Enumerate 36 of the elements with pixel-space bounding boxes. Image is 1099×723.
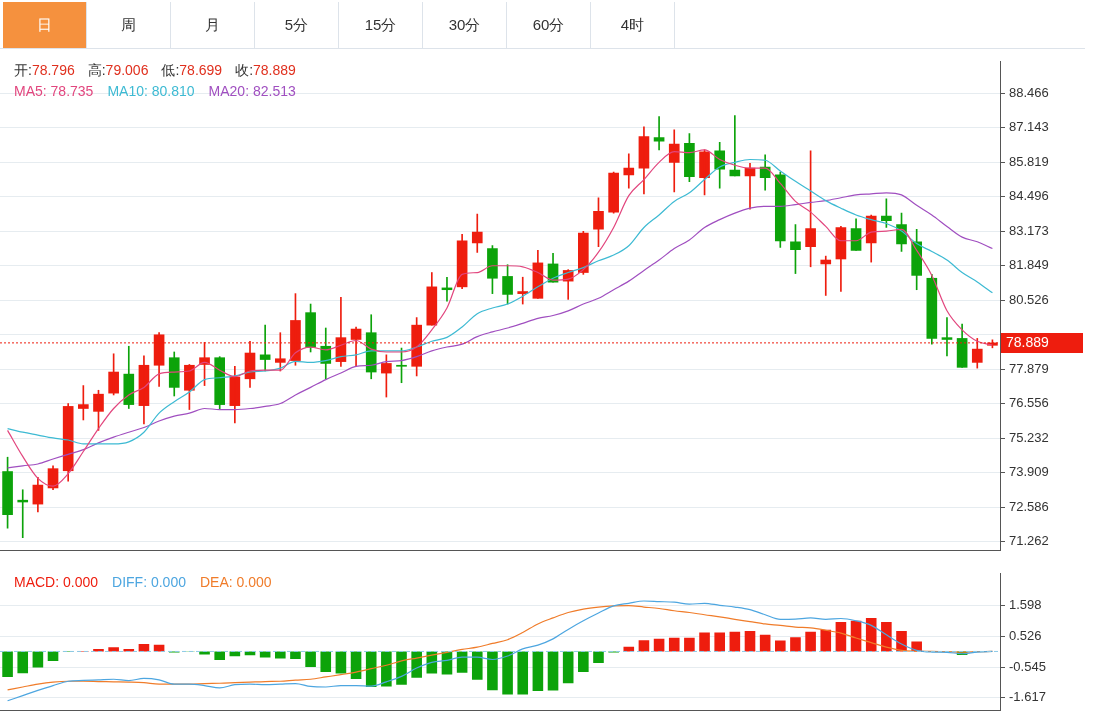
text: MA5: 78.735 bbox=[14, 82, 94, 101]
annotation: 收:78.889 bbox=[235, 62, 296, 78]
text: 月 bbox=[171, 2, 255, 48]
annotation: 高:79.006 bbox=[87, 62, 149, 78]
text: DEA: 0.000 bbox=[199, 573, 272, 592]
y-tick-label: 71.262 bbox=[1009, 533, 1049, 549]
y-tick-label: 76.556 bbox=[1009, 395, 1049, 411]
y-tick-label: 75.232 bbox=[1009, 429, 1049, 445]
annotation: 开:78.796 bbox=[14, 62, 75, 78]
text: MA10: 80.810 bbox=[107, 82, 195, 101]
y-tick-label: 85.819 bbox=[1009, 153, 1049, 169]
text: 5分 bbox=[255, 2, 339, 48]
annotation: 低:78.699 bbox=[161, 62, 223, 78]
text: 周 bbox=[87, 2, 171, 48]
y-tick-label: 72.586 bbox=[1009, 498, 1049, 514]
text: 30分 bbox=[423, 2, 507, 48]
y-tick-label: 83.173 bbox=[1009, 222, 1049, 238]
y-tick-label: -1.617 bbox=[1009, 689, 1046, 705]
y-tick-label: 0.526 bbox=[1009, 627, 1042, 643]
y-tick-label: 80.526 bbox=[1009, 291, 1049, 307]
text: 日 bbox=[3, 2, 87, 48]
y-tick-label: 87.143 bbox=[1009, 119, 1049, 135]
y-tick-label: 84.496 bbox=[1009, 188, 1049, 204]
y-tick-label: -0.545 bbox=[1009, 658, 1046, 674]
text: 60分 bbox=[507, 2, 591, 48]
y-tick-label: 1.598 bbox=[1009, 597, 1042, 613]
text: MACD: 0.000 bbox=[14, 573, 99, 592]
text: 15分 bbox=[339, 2, 423, 48]
y-tick-label: 73.909 bbox=[1009, 464, 1049, 480]
ref-line-label: 78.889 bbox=[1006, 333, 1050, 350]
text: MA20: 82.513 bbox=[208, 82, 296, 101]
y-tick-label: 81.849 bbox=[1009, 257, 1049, 273]
y-tick-label: 88.466 bbox=[1009, 85, 1049, 100]
text: 4时 bbox=[591, 2, 675, 48]
y-tick-label: 77.879 bbox=[1009, 360, 1049, 376]
text: DIFF: 0.000 bbox=[112, 573, 186, 592]
